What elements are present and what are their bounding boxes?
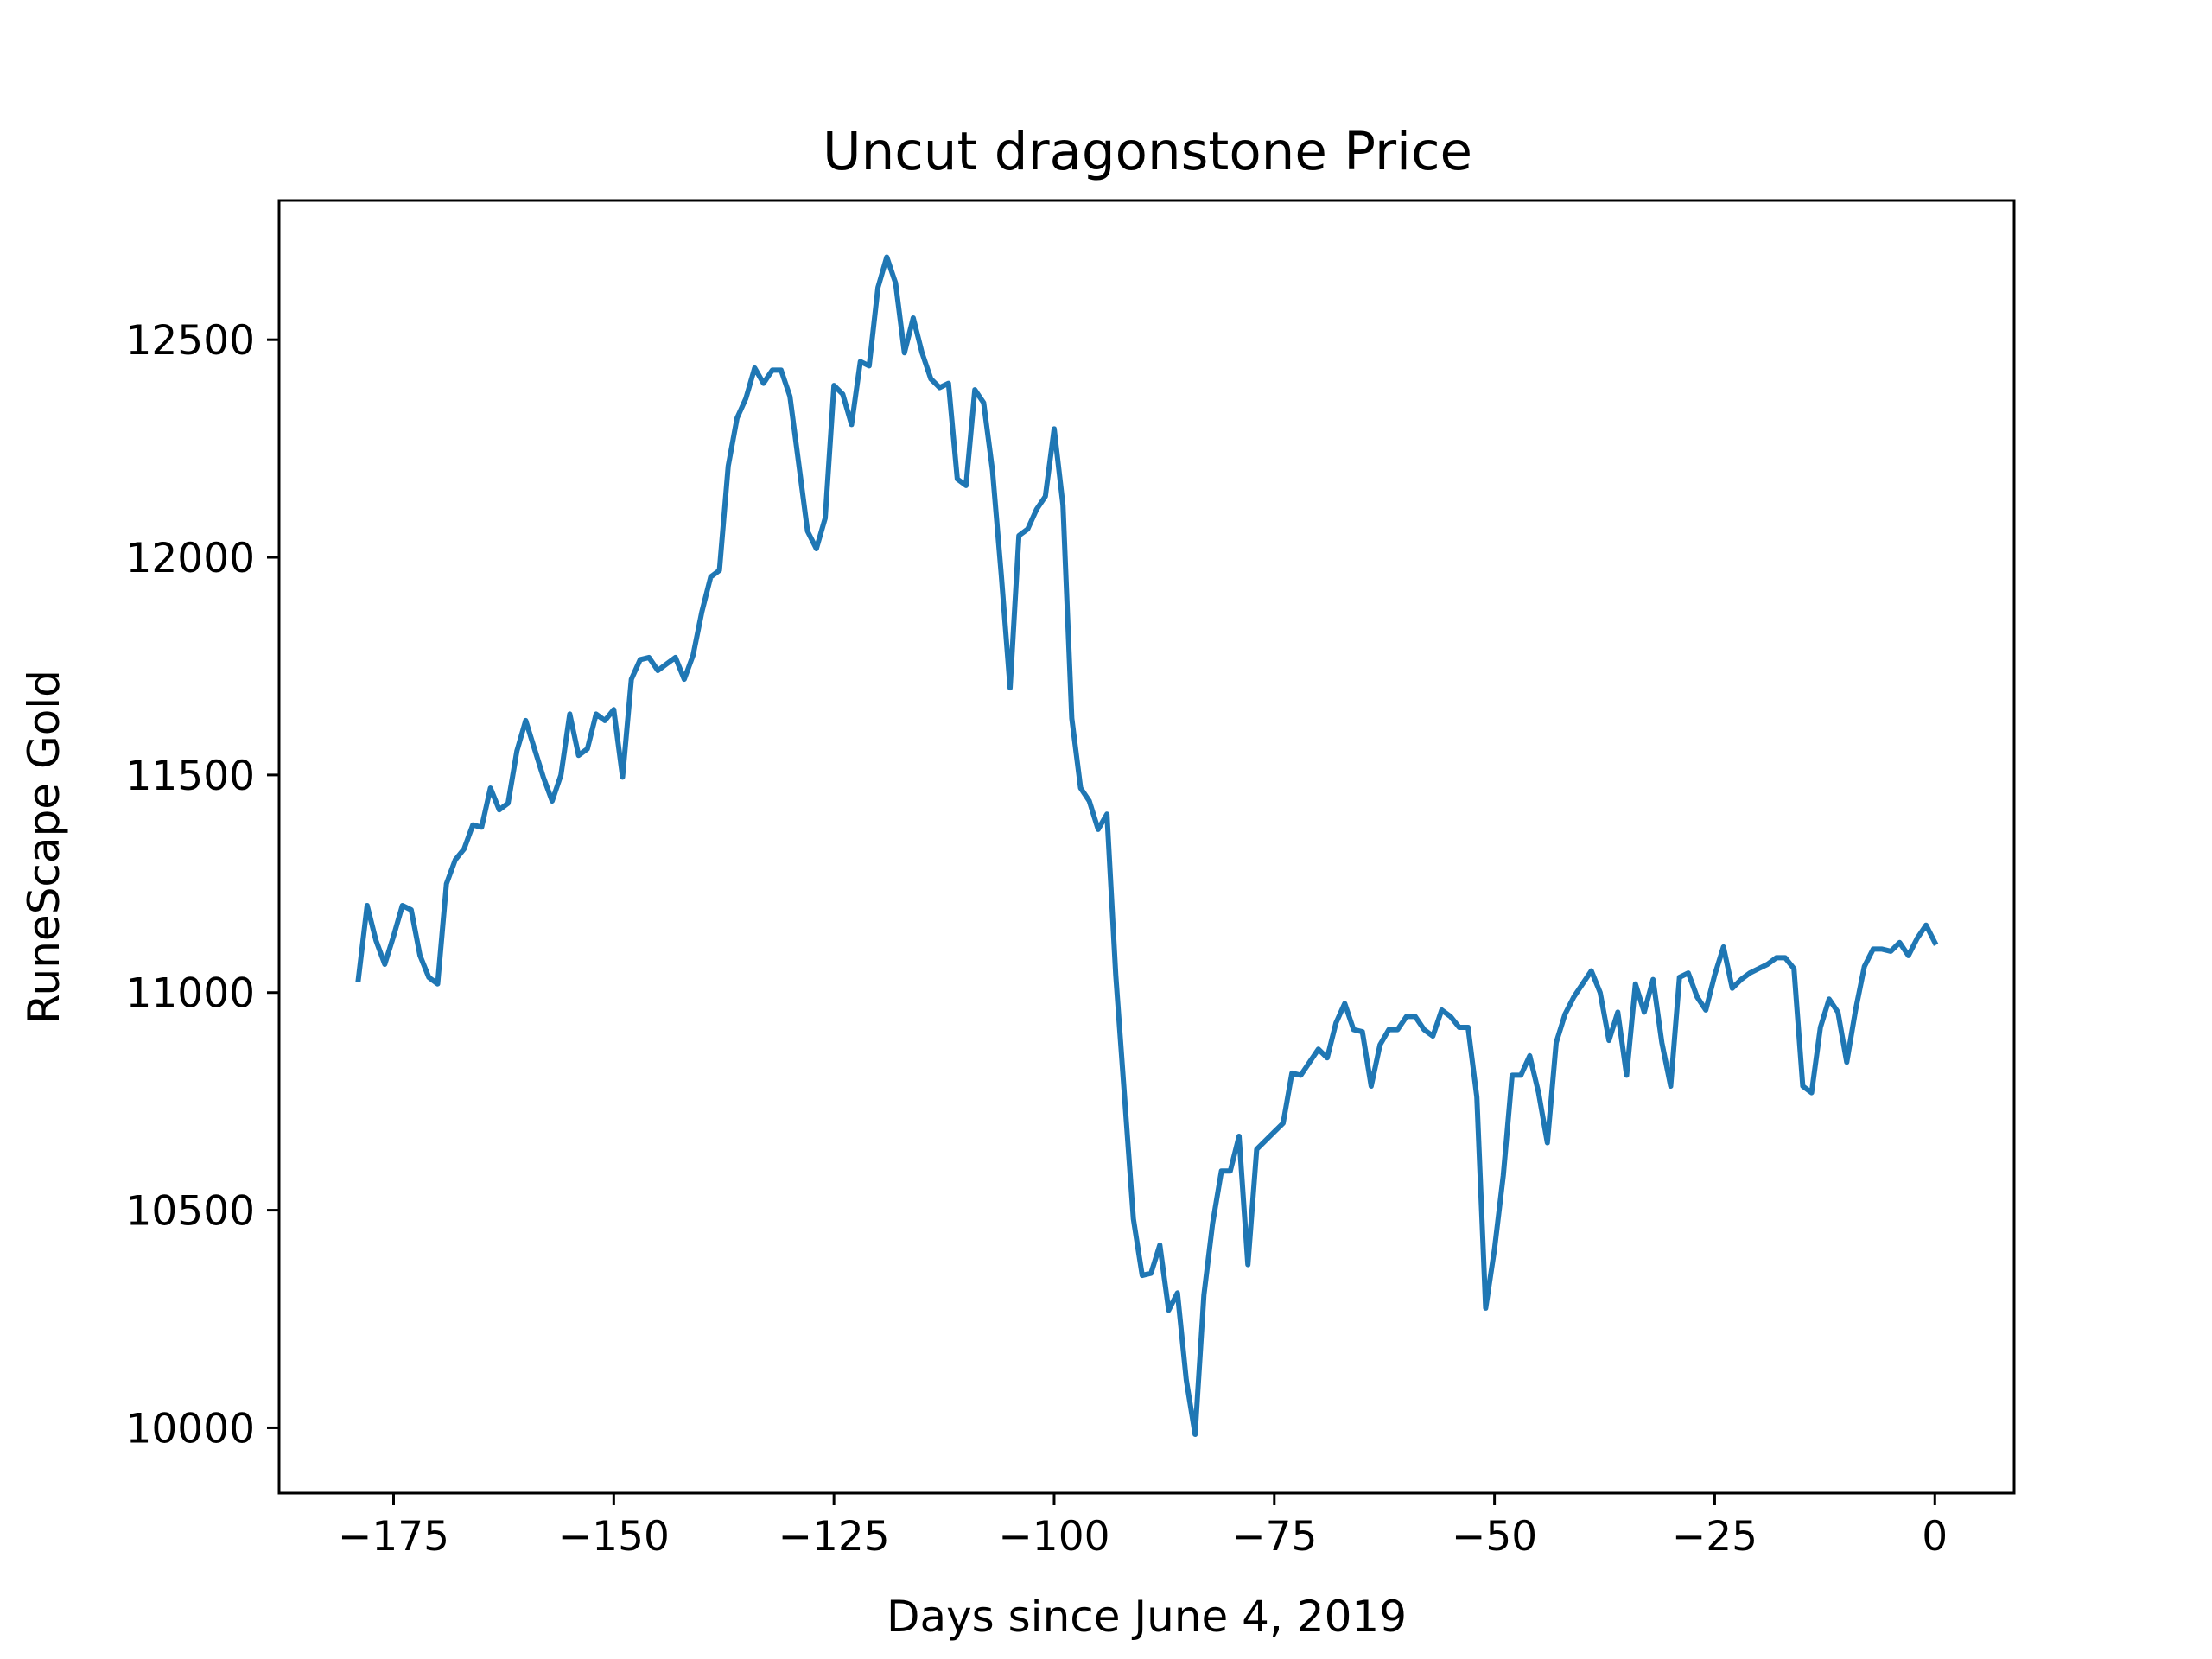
price-series-line bbox=[355, 254, 1939, 1437]
y-tick-label: 11000 bbox=[125, 970, 255, 1018]
y-tick-label: 12000 bbox=[125, 535, 255, 582]
x-tick-label: −150 bbox=[558, 1513, 670, 1560]
x-axis-label: Days since June 4, 2019 bbox=[887, 1592, 1407, 1642]
plot-area-frame bbox=[277, 199, 2016, 1495]
y-axis-ticks: 10000 10500 11000 11500 12000 12500 bbox=[125, 317, 279, 1452]
x-tick-label: −175 bbox=[338, 1513, 449, 1560]
y-tick-label: 11500 bbox=[125, 753, 255, 800]
x-tick-label: −100 bbox=[998, 1513, 1109, 1560]
y-tick-label: 10000 bbox=[125, 1405, 255, 1452]
x-axis-ticks: −175 −150 −125 −100 −75 −50 −25 0 bbox=[338, 1493, 1948, 1560]
chart-title: Uncut dragonstone Price bbox=[823, 121, 1472, 182]
y-tick-label: 12500 bbox=[125, 317, 255, 365]
x-tick-label: 0 bbox=[1922, 1513, 1948, 1560]
x-tick-label: −75 bbox=[1231, 1513, 1317, 1560]
x-tick-label: −25 bbox=[1672, 1513, 1758, 1560]
x-tick-label: −125 bbox=[779, 1513, 890, 1560]
x-tick-label: −50 bbox=[1452, 1513, 1537, 1560]
y-tick-label: 10500 bbox=[125, 1188, 255, 1236]
y-axis-label: RuneScape Gold bbox=[19, 670, 69, 1024]
